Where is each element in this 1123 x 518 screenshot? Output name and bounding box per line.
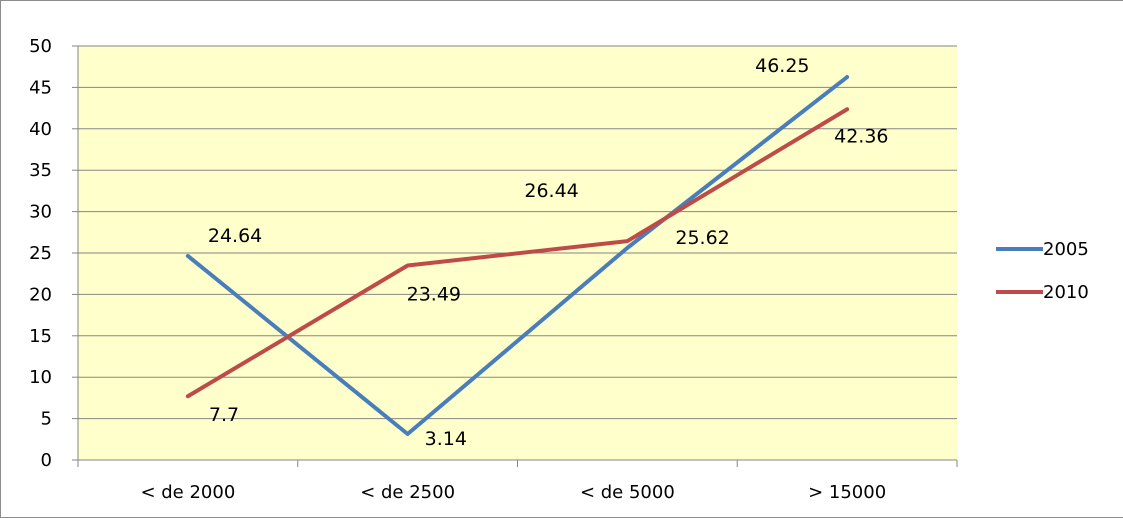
data-label: 3.14 [425, 428, 467, 450]
series-lines [185, 75, 850, 437]
data-label: 24.64 [208, 225, 262, 247]
y-tick-label: 50 [29, 36, 52, 57]
x-tick-label: < de 2500 [360, 482, 455, 503]
data-label: 25.62 [675, 227, 729, 249]
series-line-2010 [185, 107, 850, 399]
legend-label: 2005 [1043, 239, 1089, 260]
data-label: 42.36 [834, 125, 888, 147]
y-tick-label: 20 [29, 284, 52, 305]
y-tick-label: 5 [41, 409, 52, 430]
series-line-2005 [185, 75, 850, 437]
y-tick-label: 35 [29, 160, 52, 181]
data-label: 26.44 [524, 180, 578, 202]
y-tick-label: 0 [41, 450, 52, 471]
x-tick-label: < de 5000 [580, 482, 675, 503]
data-label: 7.7 [209, 404, 239, 426]
y-tick-label: 30 [29, 202, 52, 223]
y-tick-label: 10 [29, 367, 52, 388]
y-tick-label: 40 [29, 119, 52, 140]
data-label: 46.25 [755, 55, 809, 77]
gridlines [78, 45, 957, 420]
y-tick-label: 15 [29, 326, 52, 347]
y-tick-label: 45 [29, 77, 52, 98]
x-axis-tick-labels: < de 2000 < de 2500 < de 5000 > 15000 [140, 482, 886, 503]
x-tick-label: < de 2000 [140, 482, 235, 503]
legend: 2005 2010 [996, 239, 1089, 303]
data-label: 23.49 [407, 284, 461, 306]
axes [72, 45, 958, 467]
x-tick-label: > 15000 [808, 482, 886, 503]
y-tick-label: 25 [29, 243, 52, 264]
y-axis-tick-labels: 0 5 10 15 20 25 30 35 40 45 50 [29, 36, 52, 471]
legend-label: 2010 [1043, 282, 1089, 303]
data-labels: 24.64 3.14 25.62 46.25 7.7 23.49 26.44 42.36 [208, 55, 889, 450]
